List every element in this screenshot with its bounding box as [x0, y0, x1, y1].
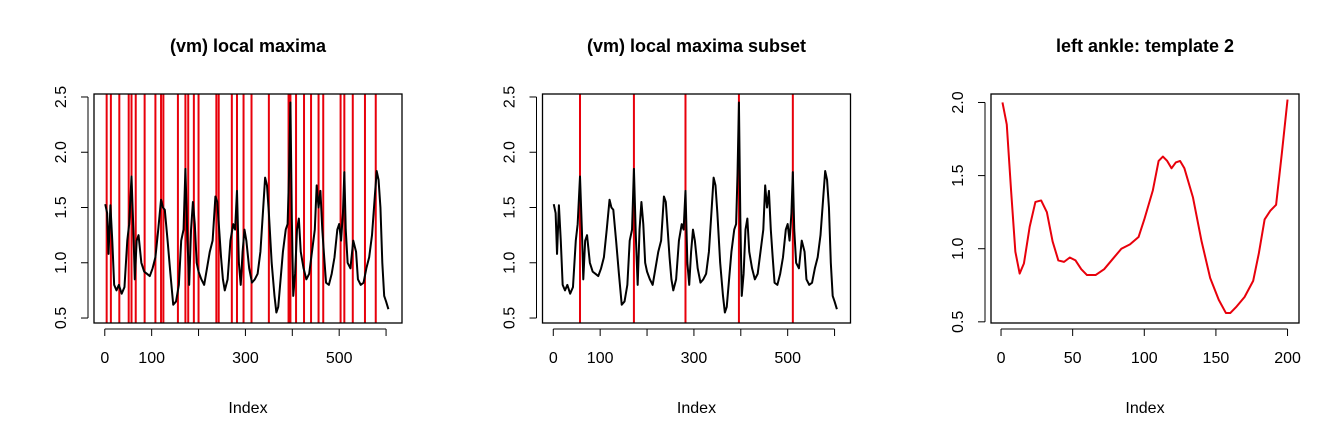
x-tick-label: 500	[326, 350, 353, 367]
x-axis-label: Index	[1125, 400, 1164, 417]
plot-box	[93, 93, 403, 324]
x-tick-label: 100	[587, 350, 614, 367]
x-tick-label: 150	[1203, 350, 1230, 367]
x-axis-label: Index	[228, 400, 267, 417]
data-line	[104, 101, 390, 314]
panel: (vm) local maxima subset Index 0 100 300 500 0…	[502, 36, 852, 417]
x-tick-label: 300	[681, 350, 708, 367]
y-tick-label: 0.5	[950, 311, 967, 333]
x-tick-label: 0	[549, 350, 558, 367]
x-tick-label: 100	[1131, 350, 1158, 367]
x-tick-label: 100	[138, 350, 165, 367]
x-tick-label: 200	[1274, 350, 1301, 367]
plot-box	[990, 93, 1300, 324]
y-tick-label: 1.0	[950, 237, 967, 259]
y-tick-label: 0.5	[53, 307, 70, 329]
panel: (vm) local maxima Index 0 100 300 500 0.5 1.0 1.…	[53, 36, 403, 417]
y-tick-label: 2.0	[502, 141, 519, 163]
panel: left ankle: template 2 Index 0 50 100 150 200 0…	[950, 36, 1301, 417]
plot-box	[541, 93, 852, 324]
chart-title: (vm) local maxima subset	[587, 36, 806, 56]
data-line	[1001, 99, 1289, 315]
y-tick-label: 2.5	[502, 86, 519, 108]
x-tick-label: 300	[232, 350, 259, 367]
y-tick-label: 1.5	[53, 196, 70, 218]
x-tick-label: 0	[100, 350, 109, 367]
y-tick-label: 1.5	[502, 196, 519, 218]
x-tick-label: 50	[1064, 350, 1082, 367]
y-tick-label: 1.0	[502, 252, 519, 274]
y-tick-label: 2.0	[53, 141, 70, 163]
chart-title: left ankle: template 2	[1056, 36, 1234, 56]
y-tick-label: 1.0	[53, 252, 70, 274]
y-tick-label: 0.5	[502, 307, 519, 329]
x-axis-label: Index	[677, 400, 716, 417]
x-tick-label: 500	[774, 350, 801, 367]
data-line	[552, 101, 838, 314]
x-tick-label: 0	[997, 350, 1006, 367]
y-tick-label: 2.0	[950, 91, 967, 113]
chart-title: (vm) local maxima	[170, 36, 327, 56]
y-tick-label: 2.5	[53, 86, 70, 108]
y-tick-label: 1.5	[950, 164, 967, 186]
